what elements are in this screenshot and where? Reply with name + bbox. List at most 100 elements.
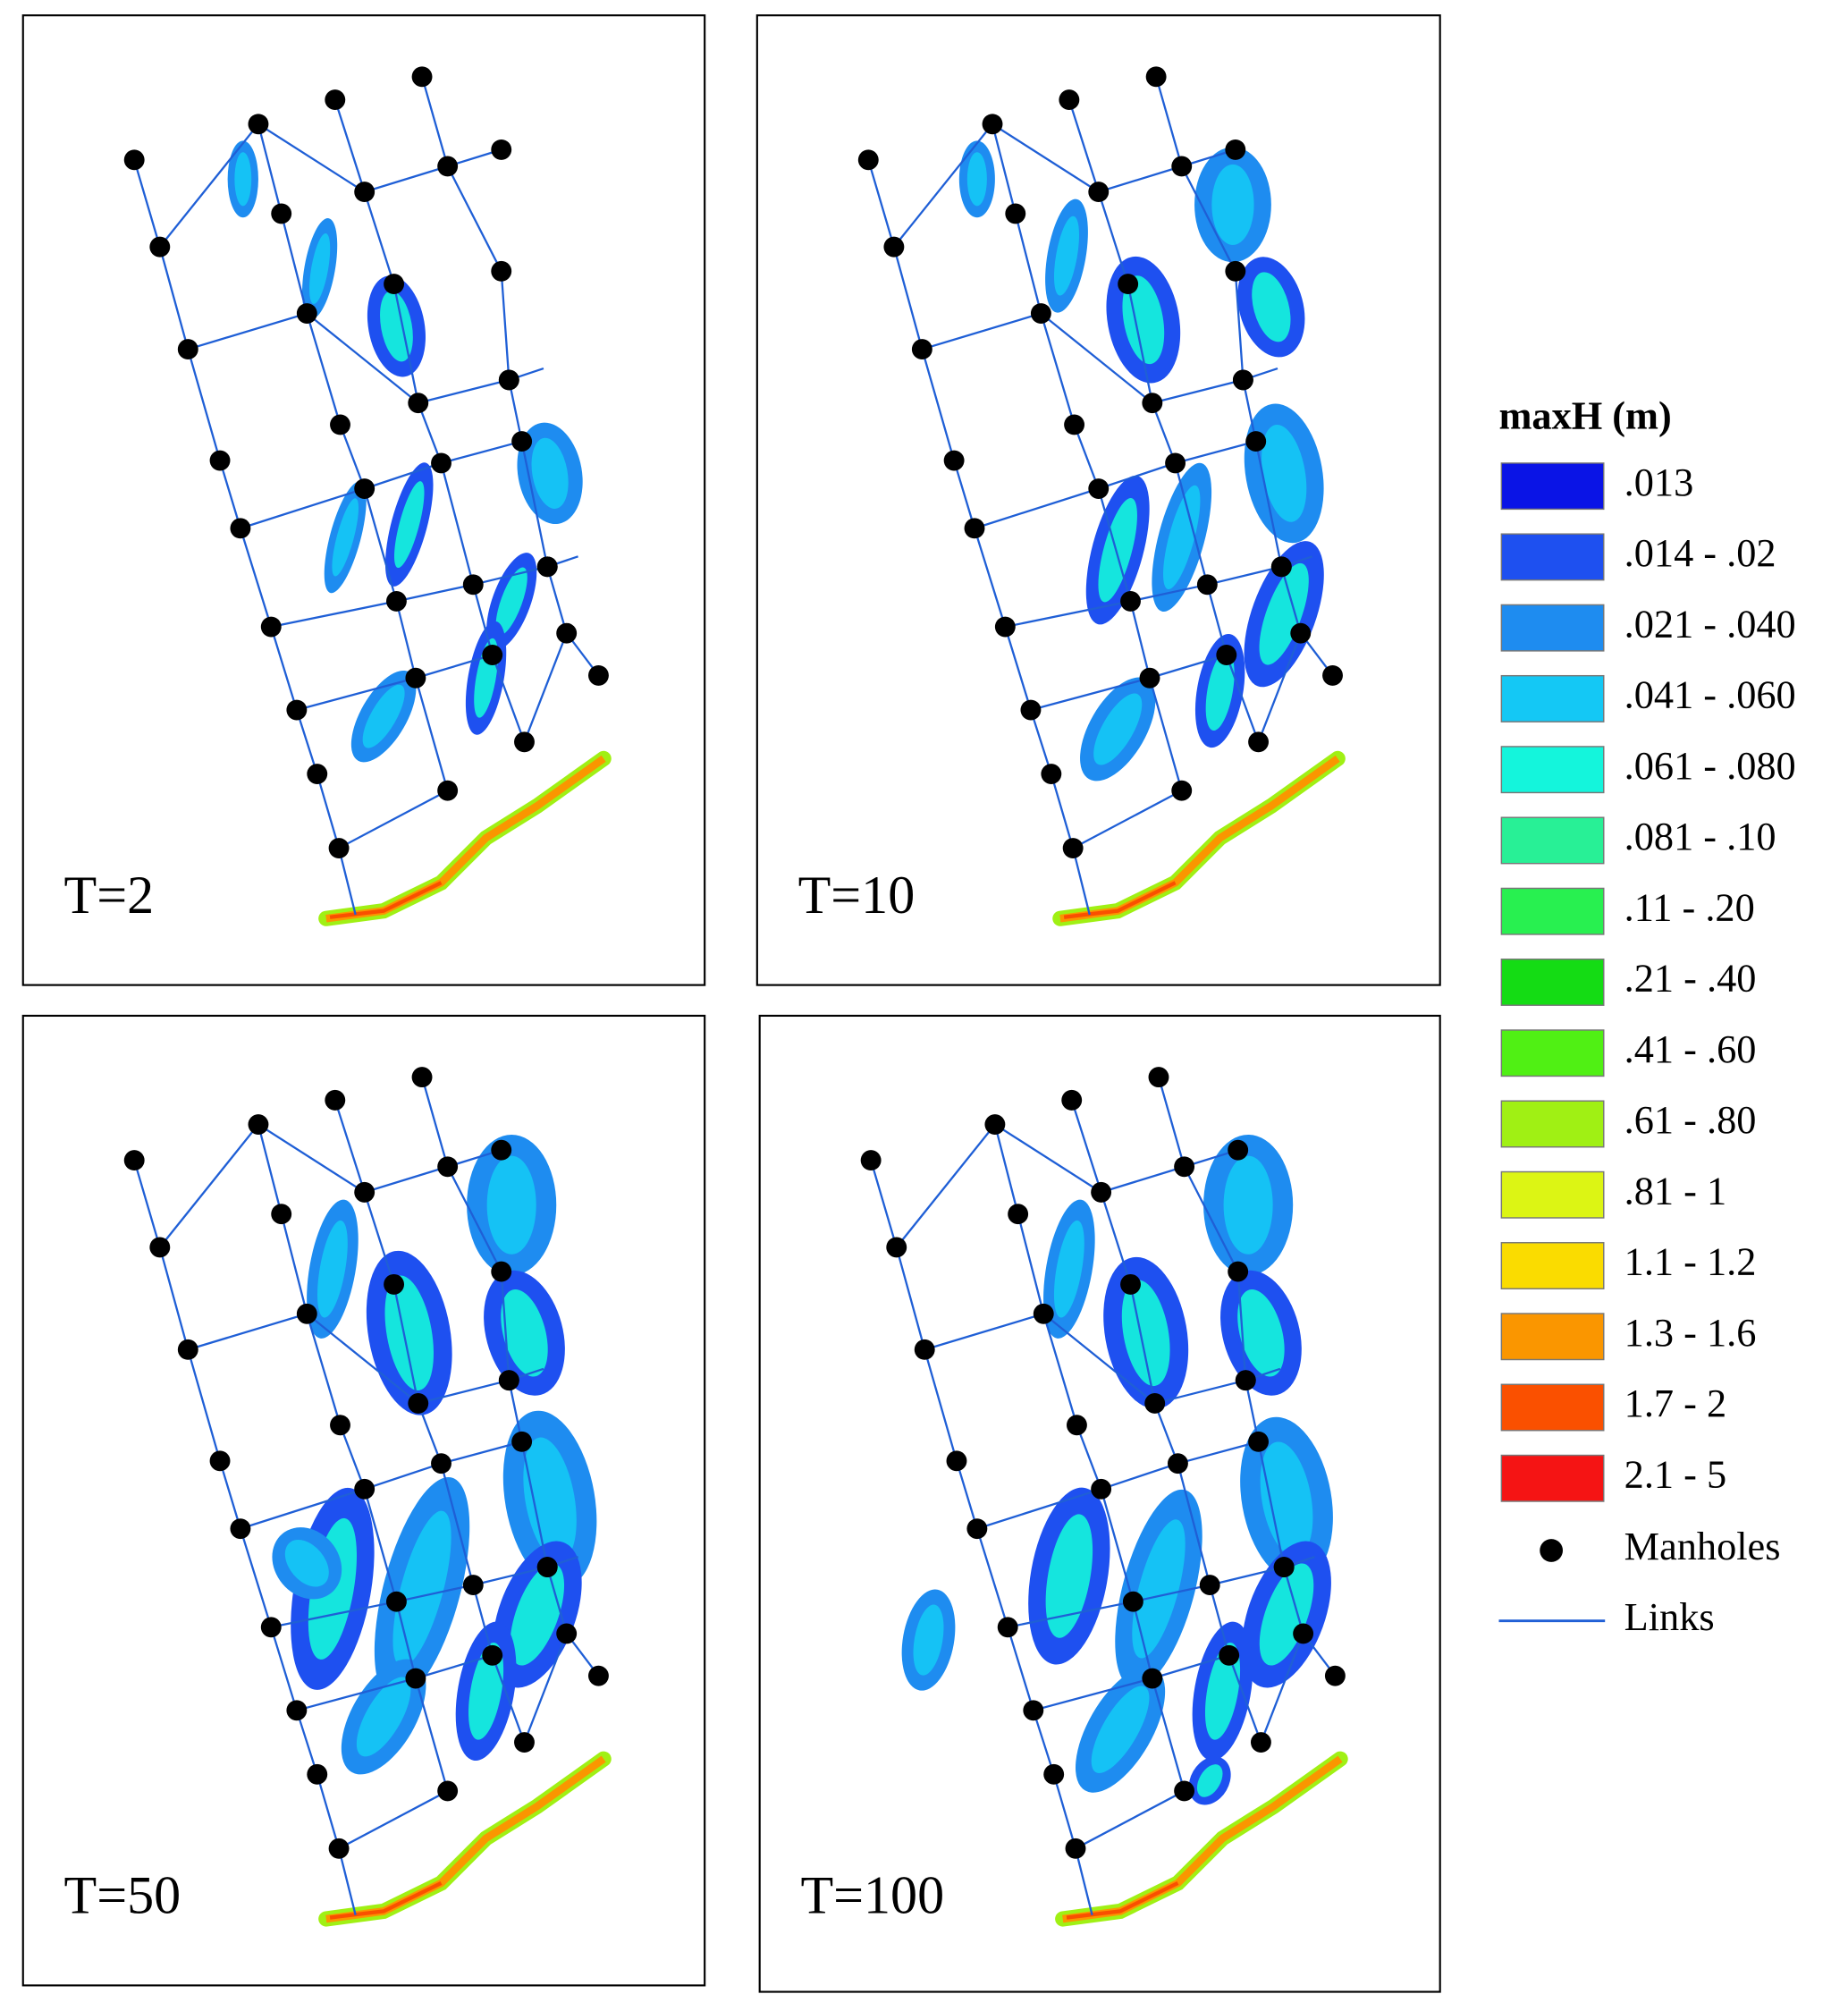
legend-swatch (1500, 1313, 1605, 1361)
manhole (385, 590, 407, 612)
manhole (1033, 1303, 1054, 1324)
legend-swatch (1500, 462, 1605, 511)
link (257, 123, 449, 791)
flood-area (913, 1604, 944, 1676)
link (187, 312, 510, 404)
flood-area (1205, 651, 1235, 731)
manhole (286, 699, 308, 721)
link (271, 1566, 548, 1628)
link (1257, 632, 1302, 743)
channel (1052, 750, 1346, 926)
manhole (384, 1273, 405, 1295)
manhole (511, 431, 533, 452)
manhole (1145, 66, 1167, 88)
channel (318, 1751, 612, 1927)
manhole (1250, 1732, 1271, 1753)
manhole (1118, 274, 1139, 295)
link (976, 1441, 1259, 1530)
channel (329, 881, 443, 919)
map-panel (857, 66, 1346, 926)
link (333, 1100, 526, 1743)
manhole (177, 339, 198, 360)
legend-swatch (1500, 533, 1605, 581)
manhole (886, 1237, 907, 1258)
manhole (1228, 1261, 1249, 1282)
manhole (1270, 556, 1292, 578)
manhole (437, 1780, 459, 1802)
legend-label: .061 - .080 (1624, 743, 1796, 788)
manhole (177, 1339, 198, 1360)
legend-label: .041 - .060 (1624, 672, 1796, 717)
manhole (1174, 1780, 1195, 1802)
link (892, 123, 1183, 248)
manhole (408, 393, 429, 414)
channel (318, 750, 612, 926)
link (420, 76, 600, 677)
link (523, 1633, 568, 1743)
manhole (286, 1700, 308, 1721)
legend-label: 1.1 - 1.2 (1624, 1239, 1757, 1284)
link (338, 1789, 449, 1850)
flood-area (234, 152, 252, 207)
legend-label: .081 - .10 (1624, 814, 1776, 858)
manhole (1324, 1665, 1346, 1686)
manhole (1005, 203, 1026, 224)
manhole (1066, 1415, 1087, 1436)
manhole (1120, 1273, 1141, 1295)
manhole (994, 616, 1016, 638)
flood-area (356, 1677, 411, 1757)
manhole (307, 1763, 328, 1785)
map-panel (123, 1067, 612, 1927)
manhole (296, 303, 317, 324)
manhole (408, 1392, 429, 1414)
manhole (1290, 622, 1312, 644)
manhole (1168, 1453, 1188, 1474)
manhole (491, 1261, 512, 1282)
manhole (437, 156, 459, 177)
flood-area (317, 1220, 348, 1318)
link (1157, 1077, 1337, 1677)
manhole (588, 664, 609, 686)
legend-swatch (1500, 1100, 1605, 1148)
manhole (354, 478, 376, 499)
manhole (1219, 1644, 1240, 1666)
flood-area (1163, 485, 1201, 590)
panel-label: T=2 (64, 865, 155, 925)
link (895, 1123, 1185, 1248)
panel-label: T=100 (800, 1865, 944, 1925)
manhole (123, 1150, 145, 1171)
manhole (1065, 1838, 1086, 1859)
manhole (514, 1732, 535, 1753)
flood-area (523, 1437, 577, 1561)
manhole (437, 780, 459, 801)
manhole (328, 838, 350, 858)
flood-area (531, 437, 569, 509)
manhole (325, 89, 346, 111)
manhole (1059, 89, 1080, 111)
flood-area (393, 481, 425, 569)
legend-label: .014 - .02 (1624, 530, 1776, 575)
manhole (997, 1617, 1018, 1638)
manhole (1248, 1431, 1270, 1452)
manhole (1245, 431, 1267, 452)
flood-area (966, 152, 987, 207)
manhole (1199, 1575, 1220, 1596)
flood-area (1098, 498, 1137, 603)
link (158, 123, 448, 248)
flood-area (1053, 215, 1080, 296)
manhole (1139, 667, 1160, 689)
manhole (431, 452, 451, 474)
manhole (511, 1431, 533, 1452)
manhole (462, 1575, 484, 1596)
manhole (405, 667, 426, 689)
legend-swatch (1500, 1170, 1605, 1219)
legend-label: .021 - .040 (1624, 601, 1796, 646)
link (924, 1313, 1246, 1405)
manhole (354, 1181, 376, 1203)
flood-area (1132, 1519, 1186, 1659)
manhole (984, 1114, 1006, 1135)
link (991, 123, 1183, 791)
flood-area (486, 1155, 536, 1255)
link (922, 312, 1244, 404)
